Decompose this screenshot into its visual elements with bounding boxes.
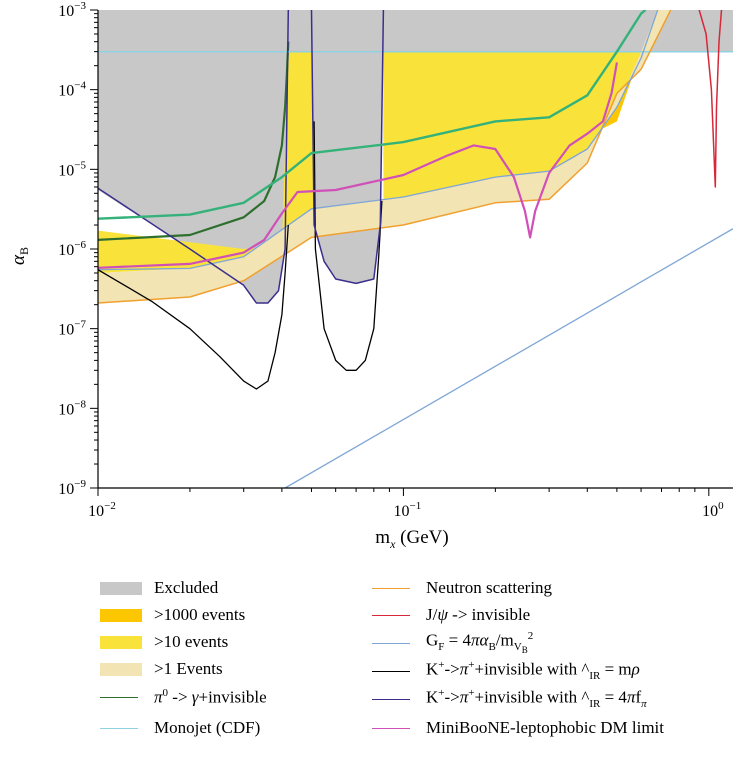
legend-label: >10 events <box>154 632 229 651</box>
series-line-g-f-4-b-m-vb <box>98 10 659 271</box>
legend-item-1000-events: >1000 events <box>100 604 245 626</box>
legend-label: MiniBooNE-leptophobic DM limit <box>426 718 664 737</box>
series-line-invisible <box>98 41 290 241</box>
legend-swatch <box>100 635 142 649</box>
legend-item-1-events: >1 Events <box>100 658 223 680</box>
legend-label: K+->π++invisible with ^IR = mρ <box>426 659 640 683</box>
y-axis-label: αB <box>8 247 31 265</box>
legend-item-monojet: Monojet (CDF) <box>100 717 260 739</box>
legend-item-gf: GF = 4παB/mVB2 <box>372 630 534 656</box>
legend-line <box>100 696 138 698</box>
x-tick-label: 10−2 <box>88 500 116 520</box>
y-tick-label: 10−6 <box>58 239 86 259</box>
series-line-g-f-4-b-m-vb <box>284 228 733 488</box>
chart: 10−2 10−1 10010−910−810−710−610−510−410−3 … <box>8 0 733 551</box>
legend-swatch <box>100 581 142 595</box>
series-line-k-invisible-with-ir-4-f <box>98 10 290 304</box>
x-tick-label: 10−1 <box>394 500 422 520</box>
legend-item-jpsi: J/ψ -> invisible <box>372 604 530 626</box>
series-line-k-invisible-with-ir-m <box>313 121 383 371</box>
region-10-events <box>98 51 642 274</box>
region-excluded <box>98 10 733 303</box>
legend-line <box>372 698 410 700</box>
legend-line <box>372 587 410 589</box>
chart-regions <box>98 10 733 303</box>
legend-label: J/ψ -> invisible <box>426 605 531 624</box>
legend-label: GF = 4παB/mVB2 <box>426 630 534 656</box>
region-1-events <box>98 10 671 303</box>
legend-swatch <box>100 608 142 622</box>
y-tick-label: 10−4 <box>58 80 86 100</box>
y-tick-label: 10−5 <box>58 159 86 179</box>
series-line-neutron-scattering <box>98 10 672 304</box>
legend-item-pi0: π0 -> γ+invisible <box>100 686 267 708</box>
series-line-curve <box>98 10 647 220</box>
legend-item-excluded: Excluded <box>100 577 218 599</box>
legend-item-kaon-4pifpi: K+->π++invisible with ^IR = 4πfπ <box>372 687 647 711</box>
legend-label: Neutron scattering <box>426 578 553 597</box>
y-tick-label: 10−7 <box>58 319 86 339</box>
x-axis-label: mx (GeV) <box>375 527 448 551</box>
legend-label: K+->π++invisible with ^IR = 4πfπ <box>426 687 647 711</box>
y-tick-label: 10−3 <box>58 0 86 20</box>
legend-item-miniboone: MiniBooNE-leptophobic DM limit <box>372 717 664 739</box>
series-line-j-invisible <box>698 10 723 188</box>
legend-line <box>372 727 410 729</box>
legend-line <box>100 727 138 729</box>
legend: Excluded >1000 events >10 events >1 Even… <box>0 572 733 760</box>
legend-line <box>372 670 410 672</box>
series-line-miniboone-leptophobic-dm-limit <box>98 62 618 269</box>
legend-line <box>372 642 410 644</box>
legend-label: Excluded <box>154 578 219 597</box>
chart-series <box>98 10 733 488</box>
legend-swatch <box>100 662 142 676</box>
y-tick-label: 10−9 <box>58 478 86 498</box>
legend-item-neutron: Neutron scattering <box>372 577 552 599</box>
legend-label: >1 Events <box>154 659 223 678</box>
legend-label: Monojet (CDF) <box>154 718 261 737</box>
x-tick-label: 100 <box>702 500 724 520</box>
legend-label: >1000 events <box>154 605 246 624</box>
legend-item-10-events: >10 events <box>100 631 228 653</box>
legend-item-kaon-mrho: K+->π++invisible with ^IR = mρ <box>372 659 640 683</box>
legend-line <box>372 614 410 616</box>
series-line-k-invisible-with-ir-m <box>98 224 289 390</box>
series-line-k-invisible-with-ir-4-f <box>310 10 385 285</box>
y-tick-label: 10−8 <box>58 398 86 418</box>
legend-label: π0 -> γ+invisible <box>154 686 267 707</box>
chart-ticks: 10−2 10−1 100 10−9 10−8 10−7 10−6 10−5 10−4 10−3 <box>58 0 724 520</box>
